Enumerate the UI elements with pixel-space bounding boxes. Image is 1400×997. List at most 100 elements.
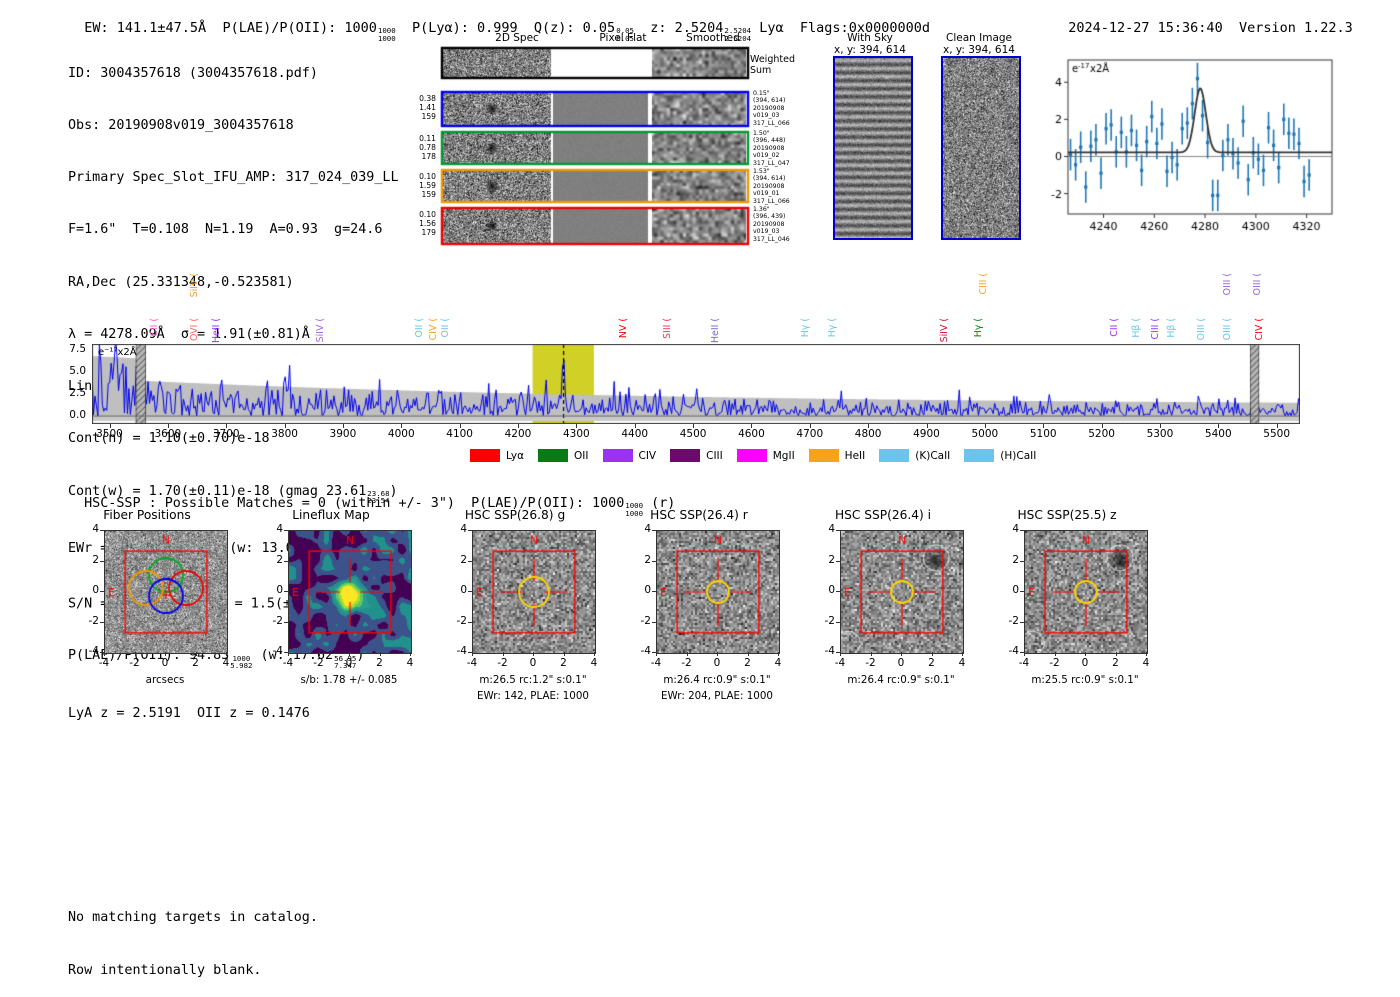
header-flags: Flags:0x0000000d <box>799 20 930 36</box>
tick-mark <box>652 591 656 592</box>
cutout-panel-image <box>104 530 228 654</box>
tick-mark <box>502 652 504 656</box>
cutout-caption: s/b: 1.78 +/- 0.085 <box>300 674 398 686</box>
cutout-xtick: -2 <box>129 657 140 669</box>
cutout-xtick: -4 <box>466 657 478 669</box>
tick-mark <box>563 652 565 656</box>
emission-line-label: OII ( <box>414 318 425 338</box>
tick-mark <box>836 591 840 592</box>
cutout-panel-image <box>656 530 780 654</box>
emission-line-label: OIII ( <box>1252 273 1263 296</box>
spec2d-row-meta: 1.36" (396, 439) 20190908 v019_03 317_LL_046 <box>753 206 790 243</box>
cutout-ytick: -4 <box>1008 645 1019 657</box>
tick-mark <box>836 621 840 623</box>
cutout-caption: m:25.5 rc:0.9" s:0.1" <box>1031 674 1139 686</box>
info-slot: Primary Spec_Slot_IFU_AMP: 317_024_039_L… <box>68 170 399 186</box>
legend-swatch <box>808 449 839 462</box>
spec2d-row-stats: 0.10 1.56 179 <box>419 210 436 237</box>
header-z: z: 2.5204 <box>650 20 724 36</box>
cutout-ytick: 0 <box>92 584 99 596</box>
emission-line-label: CII ( <box>1109 318 1120 337</box>
tick-mark <box>518 424 519 428</box>
legend-label: (K)CaII <box>915 449 951 462</box>
emission-line-label: OVI ( <box>189 318 200 342</box>
legend-swatch <box>538 449 569 462</box>
cutout-panel-image <box>288 530 412 654</box>
tick-mark <box>836 652 840 653</box>
cutout-caption: arcsecs <box>145 674 185 686</box>
cutout-ytick: -4 <box>88 645 99 657</box>
weighted-sum-label: Weighted Sum <box>750 54 795 76</box>
tick-mark <box>104 652 105 656</box>
emission-line-label: Hγ ( <box>973 318 984 338</box>
timestamp: 2024-12-27 15:36:40 <box>1068 20 1223 36</box>
spec2d-title-pixelflat: Pixel Flat <box>599 32 647 44</box>
bottom-note-line-2: Row intentionally blank. <box>68 962 262 978</box>
cutout-xtick: 4 <box>590 657 598 669</box>
spec2d-row-meta: 0.15" (394, 614) 20190908 v019_03 317_LL_066 <box>753 90 790 127</box>
cutout-panel-title: Lineflux Map <box>292 508 370 522</box>
emission-line-label: Hγ ( <box>800 318 811 338</box>
full-spectrum-ytick: 0.0 <box>69 409 86 422</box>
tick-mark <box>1276 424 1278 428</box>
cutout-caption: m:26.4 rc:0.9" s:0.1" <box>663 674 771 686</box>
tick-mark <box>349 652 350 656</box>
cutout-xtick: -2 <box>681 657 692 669</box>
header-qz: Q(z): 0.05 <box>533 20 616 36</box>
cutout-xtick: -4 <box>282 657 294 669</box>
tick-mark <box>656 652 657 656</box>
emission-line-label: SIII ( <box>662 318 673 339</box>
legend-item: CIII <box>670 449 723 462</box>
clean-image-title: Clean Image <box>945 32 1013 44</box>
full-spectrum-xtick: 5300 <box>1146 428 1174 440</box>
with-sky-image <box>833 56 913 240</box>
cutout-panel-image <box>1024 530 1148 654</box>
cutout-caption-secondary: EWr: 204, PLAE: 1000 <box>661 690 773 702</box>
full-spectrum-xtick: 3600 <box>154 428 182 440</box>
full-spectrum-canvas <box>92 344 1300 424</box>
cutout-caption: m:26.4 rc:0.9" s:0.1" <box>847 674 955 686</box>
cutout-xtick: 0 <box>713 657 721 669</box>
tick-mark <box>1101 424 1103 428</box>
tick-mark <box>1043 424 1045 428</box>
legend-swatch <box>670 449 701 462</box>
cutout-xtick: 4 <box>406 657 414 669</box>
emission-line-label: CIV ( <box>1254 318 1265 341</box>
tick-mark <box>167 424 169 428</box>
tick-mark <box>634 424 636 428</box>
cutout-xtick: -2 <box>865 657 876 669</box>
cutout-ytick: 4 <box>460 523 467 535</box>
line-zoom-spectrum-canvas <box>1038 52 1338 240</box>
spec2d-title-smoothed: Smoothed <box>686 32 740 44</box>
tick-mark <box>1218 424 1220 428</box>
legend-item: CIV <box>602 449 656 462</box>
tick-mark <box>1054 652 1056 656</box>
tick-mark <box>901 652 902 656</box>
spec2d-row-meta: 1.53" (394, 614) 20190908 v019_01 317_LL_066 <box>753 168 790 205</box>
cutout-xtick: -2 <box>497 657 508 669</box>
legend-label: OII <box>574 449 589 462</box>
cutout-ytick: -2 <box>272 614 283 627</box>
spec2d-row-stats: 0.10 1.59 159 <box>419 172 436 199</box>
with-sky-coords: x, y: 394, 614 <box>834 44 906 56</box>
tick-mark <box>226 652 227 656</box>
full-spectrum-panel: CII (SiIV (OVI (HeII (SiIV (OII (CIV (OI… <box>0 262 1400 462</box>
legend-item: (H)CaII <box>964 449 1036 462</box>
tick-mark <box>533 652 534 656</box>
cutout-panel-title: HSC SSP(26.8) g <box>464 508 566 522</box>
cutout-ytick: 2 <box>828 553 835 566</box>
tick-mark <box>472 652 473 656</box>
tick-mark <box>468 530 472 531</box>
info-obs: Obs: 20190908v019_3004357618 <box>68 118 294 134</box>
full-spectrum-ytick: 2.5 <box>69 387 86 400</box>
legend-item: Lyα <box>470 449 524 462</box>
tick-mark <box>717 652 718 656</box>
emission-line-label: HeII ( <box>710 318 721 343</box>
tick-mark <box>962 652 963 656</box>
legend-swatch <box>964 449 995 462</box>
full-spectrum-xtick: 3700 <box>212 428 240 440</box>
cutout-ytick: -2 <box>456 614 467 627</box>
tick-mark <box>284 652 288 653</box>
tick-mark <box>195 652 197 656</box>
tick-mark <box>100 560 104 562</box>
